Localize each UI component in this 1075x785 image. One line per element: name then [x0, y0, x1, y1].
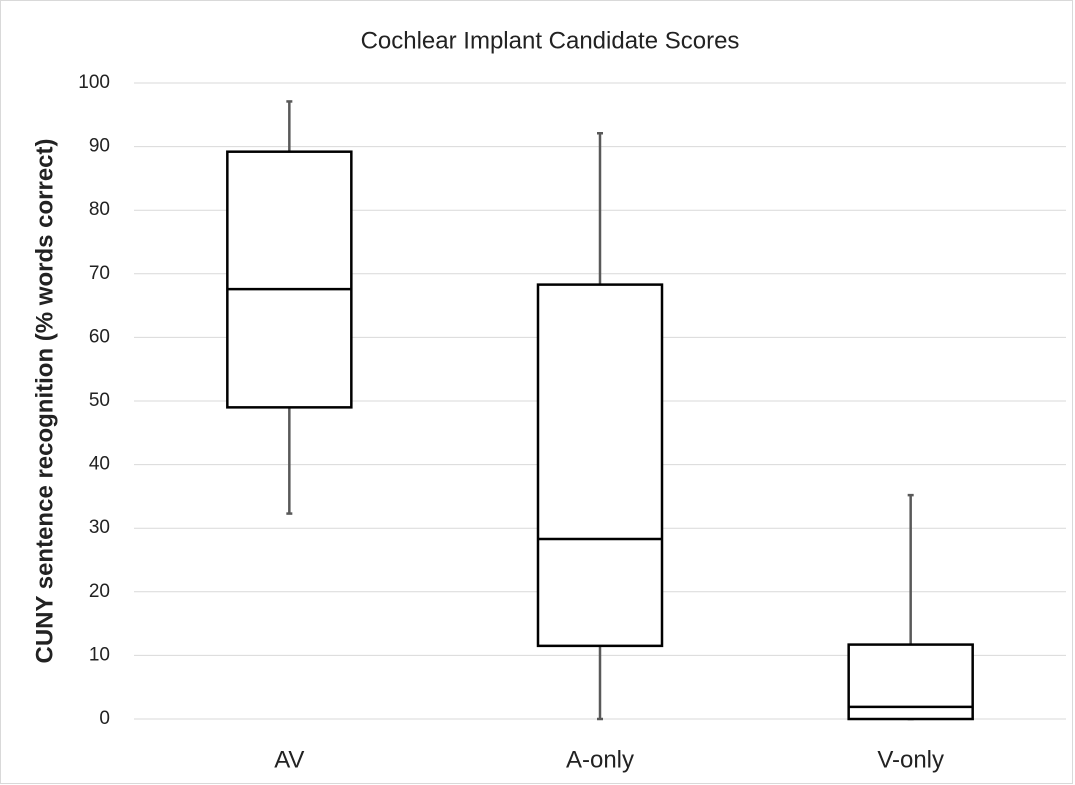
chart-title: Cochlear Implant Candidate Scores — [361, 27, 740, 54]
y-tick-label: 70 — [89, 263, 110, 284]
y-tick-label: 30 — [89, 517, 110, 538]
y-tick-label: 80 — [89, 199, 110, 220]
box — [226, 150, 353, 409]
y-tick-label: 60 — [89, 326, 110, 347]
y-tick-label: 20 — [89, 581, 110, 602]
y-tick-label: 10 — [89, 644, 110, 665]
y-tick-label: 90 — [89, 136, 110, 157]
y-tick-label: 0 — [99, 708, 110, 729]
x-tick-label: A-only — [566, 746, 634, 773]
y-axis-label: CUNY sentence recognition (% words corre… — [31, 139, 58, 664]
y-tick-label: 100 — [78, 72, 110, 93]
y-tick-label: 50 — [89, 390, 110, 411]
x-tick-label: AV — [274, 746, 304, 773]
box — [536, 283, 664, 648]
x-tick-label: V-only — [877, 746, 944, 773]
y-tick-label: 40 — [89, 454, 110, 475]
